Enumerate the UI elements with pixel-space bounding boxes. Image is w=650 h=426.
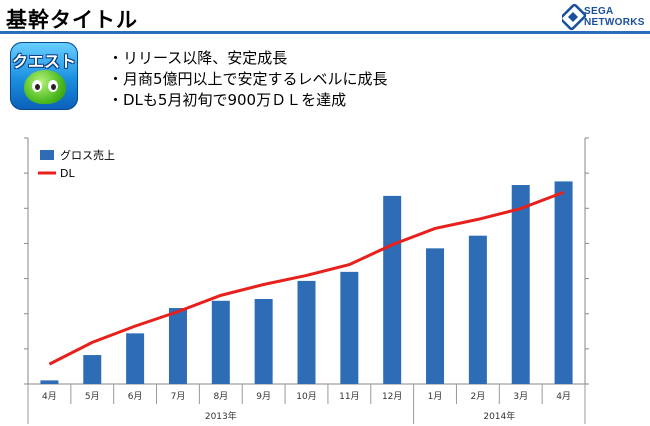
bar-gross-sales [83,355,102,384]
bar-gross-sales [426,248,445,384]
x-tick-label: 1月 [428,391,443,402]
bullet-list: ・リリース以降、安定成長 ・月商5億円以上で安定するレベルに成長 ・DLも5月初… [108,48,388,111]
x-tick-label: 11月 [339,391,359,402]
x-tick-label: 6月 [128,391,143,402]
sales-dl-chart: 4月 5月 6月 7月 8月 9月 10月 11月 12月 1月 2月 3月 4月 2013年 2014年 グ… [24,137,589,424]
x-tick-label: 3月 [513,391,528,402]
x-tick-label: 7月 [171,391,186,402]
bar-gross-sales [297,280,316,384]
legend-label-dl: DL [60,167,75,180]
bar-gross-sales [126,333,145,384]
bullet-item: ・DLも5月初旬で900万ＤＬを達成 [108,91,347,109]
x-tick-label: 5月 [85,391,100,402]
bullet-item: ・リリース以降、安定成長 [108,49,288,67]
bar-gross-sales [511,185,530,384]
sega-networks-logo [562,3,587,31]
app-icon-label: クエスト [11,52,76,71]
puyo-quest-app-icon: クエスト [10,42,78,110]
x-tick-label: 9月 [256,391,271,402]
bar-gross-sales [40,380,59,384]
bullet-item: ・月商5億円以上で安定するレベルに成長 [108,70,388,88]
legend-label-gross-sales: グロス売上 [60,148,115,162]
x-tick-label: 10月 [296,391,316,402]
bar-gross-sales [383,195,402,384]
x-tick-label: 4月 [42,391,57,402]
bar-gross-sales [211,300,230,384]
title-divider [0,31,650,34]
year-label: 2014年 [483,410,515,422]
legend-swatch-gross-sales [40,150,54,160]
logo-text-networks: NETWORKS [584,17,645,28]
bar-gross-sales [168,308,187,384]
page-title: 基幹タイトル [6,8,138,32]
bar-gross-sales [468,235,487,384]
x-tick-label: 8月 [213,391,228,402]
logo-text: SEGA NETWORKS [584,6,645,28]
x-tick-label: 12月 [382,391,402,402]
bar-gross-sales [554,181,573,384]
logo-text-sega: SEGA [584,6,614,17]
x-tick-label: 2月 [471,391,486,402]
year-label: 2013年 [205,410,237,422]
bar-gross-sales [254,298,273,384]
bar-gross-sales [340,271,359,384]
x-tick-label: 4月 [556,391,571,402]
puyo-character [24,70,66,104]
